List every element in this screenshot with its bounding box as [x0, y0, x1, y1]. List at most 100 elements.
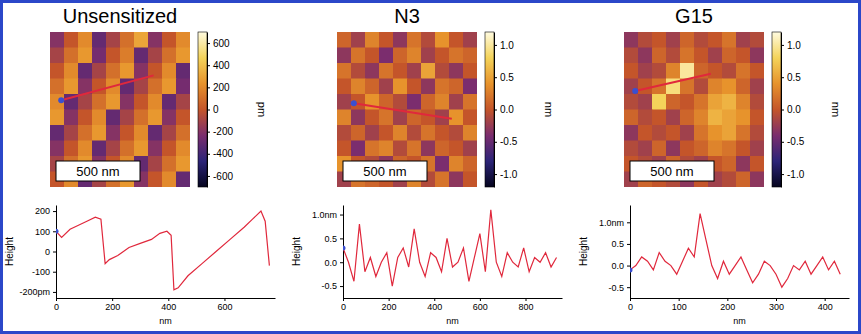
y-tick-mark: [53, 292, 56, 293]
color-bar-tick: -200: [207, 126, 233, 137]
x-tick-label: 300: [769, 302, 784, 312]
heat-cell: [134, 32, 149, 48]
heat-cell: [652, 48, 667, 64]
y-axis-line: [343, 206, 344, 299]
heat-cell: [638, 94, 653, 110]
heat-cell: [463, 125, 477, 141]
color-bar-tick-label: 1.0: [787, 40, 801, 51]
color-bar-tick-label: 0.5: [500, 72, 514, 83]
heat-cell: [162, 141, 177, 157]
y-tick: -0.5: [608, 283, 630, 293]
color-bar-tick-mark: [781, 45, 784, 46]
heat-cell: [421, 94, 436, 110]
afm-image: [624, 32, 764, 187]
heat-cell: [162, 110, 177, 126]
heat-cell: [134, 48, 149, 64]
heat-cell: [407, 79, 422, 95]
panel: G15500 nm1.00.50.0-0.5-1.0nm010020030040…: [578, 5, 850, 326]
color-bar-tick: 0.0: [781, 104, 801, 115]
heat-cell: [78, 125, 93, 141]
heat-cell: [680, 48, 695, 64]
color-bar-tick: -600: [207, 171, 233, 182]
heat-cell: [176, 156, 190, 172]
heat-cell: [162, 94, 177, 110]
x-tick-label: 0: [341, 302, 346, 312]
y-tick-mark: [53, 231, 56, 232]
figure: Unsensitized500 nm6004002000-200-400-600…: [0, 0, 861, 334]
heat-cell: [435, 32, 450, 48]
color-bar: [772, 32, 781, 187]
heat-cell: [106, 125, 121, 141]
y-tick-mark: [627, 266, 630, 267]
y-tick-label: 200: [35, 206, 50, 216]
heat-cell: [120, 48, 135, 64]
x-tick: 0: [341, 298, 346, 312]
x-tick: 800: [518, 298, 533, 312]
color-bar-tick-label: -200: [213, 126, 233, 137]
heat-cell: [50, 48, 65, 64]
heat-cell: [78, 32, 93, 48]
y-tick: 1.0nm: [312, 210, 343, 220]
heat-cell: [393, 79, 408, 95]
color-bar-tick-mark: [494, 110, 497, 111]
heat-cell: [92, 48, 107, 64]
heat-cell: [666, 94, 681, 110]
heat-cell: [162, 156, 177, 172]
heat-cell: [638, 32, 653, 48]
y-tick-mark: [340, 262, 343, 263]
color-bar-tick: 0.5: [781, 72, 801, 83]
heat-cell: [407, 94, 422, 110]
heat-cell: [176, 32, 190, 48]
profile-plot: [343, 210, 557, 286]
x-axis: 0200400600: [54, 298, 276, 312]
heat-cell: [393, 125, 408, 141]
heat-cell: [365, 63, 380, 79]
heat-cell: [351, 79, 366, 95]
color-bar-tick-mark: [494, 77, 497, 78]
profile-start-dot: [343, 245, 346, 250]
color-bar-axis: 1.00.50.0-0.5-1.0: [781, 33, 805, 188]
heat-cell: [407, 32, 422, 48]
x-tick-label: 400: [818, 302, 833, 312]
heat-cell: [50, 125, 65, 141]
heat-cell: [379, 48, 394, 64]
heat-cell: [652, 63, 667, 79]
y-axis: 2001000-100-200pm: [19, 206, 56, 299]
heat-cell: [652, 141, 667, 157]
y-tick-mark: [53, 211, 56, 212]
x-tick: 200: [105, 298, 120, 312]
heat-cell: [351, 141, 366, 157]
heat-cell: [64, 141, 79, 157]
color-bar-label: nm: [830, 102, 842, 117]
heat-cell: [351, 48, 366, 64]
heat-cell: [78, 110, 93, 126]
heat-cell: [694, 32, 709, 48]
heat-cell: [736, 63, 751, 79]
color-bar-tick-mark: [494, 142, 497, 143]
y-axis: 1.0nm0.50.0-0.5: [599, 206, 631, 299]
heat-cell: [435, 156, 450, 172]
profile-start-dot: [630, 267, 633, 272]
x-tick-mark: [727, 298, 728, 301]
heat-cell: [337, 125, 352, 141]
x-tick-label: 0: [628, 302, 633, 312]
panel: N3500 nm1.00.50.0-0.5-1.0nm0200400600800…: [291, 5, 563, 326]
heat-cell: [148, 172, 163, 188]
y-tick-label: -100: [32, 267, 50, 277]
heat-cell: [435, 63, 450, 79]
heat-cell: [652, 125, 667, 141]
heat-cell: [463, 156, 477, 172]
y-tick: 0.0: [611, 261, 630, 271]
heat-cell: [64, 110, 79, 126]
y-tick-mark: [627, 287, 630, 288]
heat-cell: [148, 141, 163, 157]
color-bar-tick-label: -1.0: [500, 169, 518, 180]
heat-cell: [736, 172, 751, 188]
heat-cell: [624, 94, 639, 110]
heat-cell: [736, 94, 751, 110]
heat-cell: [449, 32, 464, 48]
heat-cell: [708, 125, 723, 141]
x-tick-label: 200: [382, 302, 397, 312]
heat-cell: [449, 94, 464, 110]
heat-cell: [680, 141, 695, 157]
